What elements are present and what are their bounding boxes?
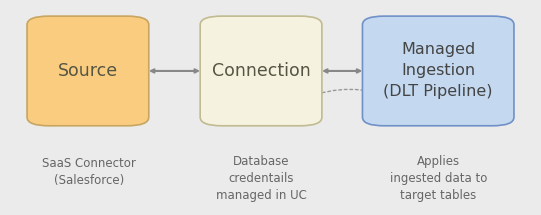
Text: SaaS Connector
(Salesforce): SaaS Connector (Salesforce): [42, 157, 136, 187]
Text: Connection: Connection: [212, 62, 311, 80]
FancyBboxPatch shape: [362, 16, 514, 126]
Text: Applies
ingested data to
target tables: Applies ingested data to target tables: [390, 155, 487, 202]
Text: Managed
Ingestion
(DLT Pipeline): Managed Ingestion (DLT Pipeline): [384, 42, 493, 100]
FancyBboxPatch shape: [27, 16, 149, 126]
Text: Source: Source: [58, 62, 118, 80]
FancyBboxPatch shape: [200, 16, 322, 126]
Text: Database
credentails
managed in UC: Database credentails managed in UC: [216, 155, 307, 202]
